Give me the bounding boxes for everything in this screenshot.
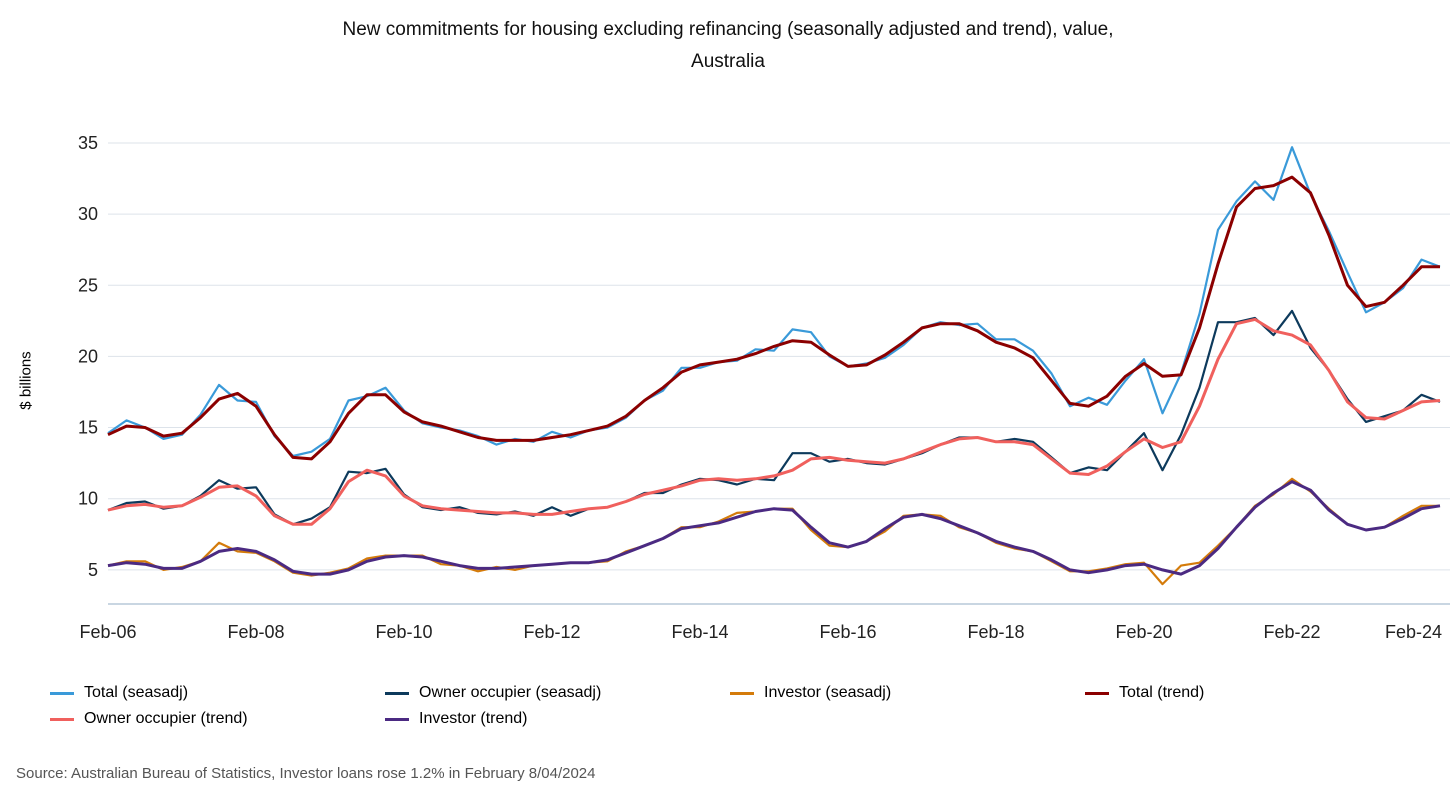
source-note: Source: Australian Bureau of Statistics,… — [16, 765, 596, 782]
legend-item: Investor (seasadj) — [730, 684, 891, 702]
x-tick-label: Feb-12 — [523, 622, 580, 642]
y-tick-label: 15 — [78, 418, 98, 438]
y-tick-label: 30 — [78, 204, 98, 224]
legend-item: Total (trend) — [1085, 684, 1204, 702]
legend-label: Owner occupier (seasadj) — [419, 684, 602, 701]
legend-label: Investor (trend) — [419, 710, 528, 727]
series-line-total-seasadj — [107, 146, 1441, 458]
legend-item: Total (seasadj) — [50, 684, 188, 702]
x-tick-label: Feb-16 — [819, 622, 876, 642]
y-tick-label: 35 — [78, 133, 98, 153]
legend-swatch — [730, 691, 754, 695]
legend-swatch — [1085, 691, 1109, 695]
legend-swatch — [50, 717, 74, 721]
series-line-total-trend — [107, 175, 1440, 461]
series-line-investor-seasadj — [107, 477, 1440, 586]
legend-item: Owner occupier (seasadj) — [385, 684, 601, 702]
chart-title-line1: New commitments for housing excluding re… — [342, 19, 1114, 40]
series-line-owner-occupier-trend — [107, 317, 1441, 526]
chart-title: New commitments for housing excluding re… — [0, 14, 1456, 78]
x-tick-label: Feb-22 — [1263, 622, 1320, 642]
x-tick-label: Feb-18 — [967, 622, 1024, 642]
y-tick-label: 5 — [88, 560, 98, 580]
series-line-owner-occupier-seasadj — [107, 309, 1441, 526]
x-tick-label: Feb-14 — [671, 622, 728, 642]
legend-label: Investor (seasadj) — [764, 684, 892, 701]
x-tick-label: Feb-20 — [1115, 622, 1172, 642]
legend-label: Total (trend) — [1119, 684, 1205, 701]
legend-swatch — [385, 691, 409, 695]
chart-title-line2: Australia — [691, 51, 765, 72]
x-tick-label: Feb-24 — [1385, 622, 1442, 642]
y-tick-label: 20 — [78, 346, 98, 366]
legend-label: Total (seasadj) — [84, 684, 189, 701]
legend-swatch — [50, 691, 74, 695]
x-tick-label: Feb-06 — [79, 622, 136, 642]
legend-item: Investor (trend) — [385, 710, 527, 728]
legend-item: Owner occupier (trend) — [50, 710, 248, 728]
series-line-investor-trend — [107, 480, 1441, 576]
x-tick-label: Feb-10 — [375, 622, 432, 642]
x-tick-label: Feb-08 — [227, 622, 284, 642]
y-tick-label: 10 — [78, 489, 98, 509]
legend-label: Owner occupier (trend) — [84, 710, 248, 727]
y-tick-label: 25 — [78, 275, 98, 295]
legend-swatch — [385, 717, 409, 721]
